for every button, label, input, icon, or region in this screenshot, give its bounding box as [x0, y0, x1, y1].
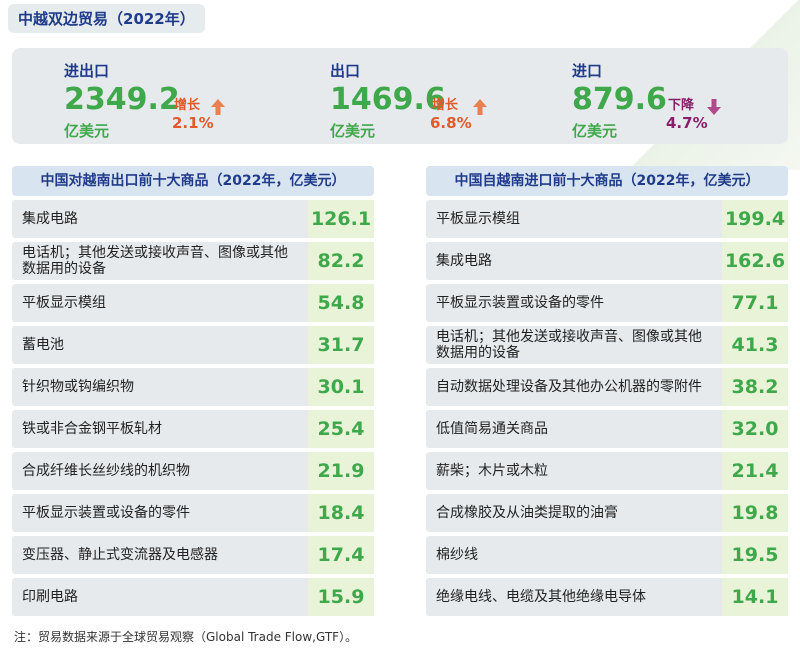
stat-export-label: 出口 [330, 62, 361, 80]
table-row: 印刷电路 15.9 [12, 578, 374, 616]
down-arrow-icon [707, 99, 721, 115]
row-value: 38.2 [722, 368, 788, 406]
stat-export-pct: 6.8% [430, 114, 472, 132]
table-row: 电话机；其他发送或接收声音、图像或其他数据用的设备 82.2 [12, 242, 374, 280]
row-value: 162.6 [722, 242, 788, 280]
row-value: 17.4 [308, 536, 374, 574]
table-row: 低值简易通关商品 32.0 [426, 410, 788, 448]
row-value: 21.4 [722, 452, 788, 490]
row-name: 铁或非合金钢平板轧材 [22, 421, 162, 437]
summary-panel: 进出口 2349.2 亿美元 增长 2.1% 出口 1469.6 亿美元 增长 … [12, 48, 788, 144]
row-value: 199.4 [722, 200, 788, 238]
row-name: 电话机；其他发送或接收声音、图像或其他数据用的设备 [436, 329, 702, 361]
row-value: 15.9 [308, 578, 374, 616]
export-table: 中国对越南出口前十大商品（2022年，亿美元） 集成电路 126.1 电话机；其他… [12, 166, 374, 616]
table-row: 合成橡胶及从油类提取的油膏 19.8 [426, 494, 788, 532]
footnote: 注：贸易数据来源于全球贸易观察（Global Trade Flow,GTF）。 [14, 630, 358, 644]
row-name: 平板显示模组 [22, 295, 106, 311]
row-value: 54.8 [308, 284, 374, 322]
row-name: 平板显示模组 [436, 211, 520, 227]
table-row: 电话机；其他发送或接收声音、图像或其他数据用的设备 41.3 [426, 326, 788, 364]
row-value: 21.9 [308, 452, 374, 490]
row-value: 19.8 [722, 494, 788, 532]
table-row: 变压器、静止式变流器及电感器 17.4 [12, 536, 374, 574]
row-name: 集成电路 [22, 211, 78, 227]
export-table-header: 中国对越南出口前十大商品（2022年，亿美元） [12, 166, 374, 196]
row-value: 30.1 [308, 368, 374, 406]
stat-total-label: 进出口 [64, 62, 110, 80]
page-title: 中越双边贸易（2022年） [8, 4, 205, 33]
row-name: 集成电路 [436, 253, 492, 269]
table-row: 薪柴；木片或木粒 21.4 [426, 452, 788, 490]
table-row: 合成纤维长丝纱线的机织物 21.9 [12, 452, 374, 490]
row-value: 14.1 [722, 578, 788, 616]
table-row: 平板显示装置或设备的零件 77.1 [426, 284, 788, 322]
stat-export-unit: 亿美元 [330, 122, 376, 140]
row-value: 41.3 [722, 326, 788, 364]
row-value: 31.7 [308, 326, 374, 364]
row-name: 平板显示装置或设备的零件 [436, 295, 604, 311]
stat-total-value: 2349.2 [64, 82, 180, 117]
row-name: 薪柴；木片或木粒 [436, 463, 548, 479]
row-name: 变压器、静止式变流器及电感器 [22, 547, 218, 563]
row-name: 蓄电池 [22, 337, 64, 353]
row-name: 电话机；其他发送或接收声音、图像或其他数据用的设备 [22, 245, 288, 277]
stat-export-direction: 增长 [432, 98, 459, 113]
row-name: 合成纤维长丝纱线的机织物 [22, 463, 190, 479]
table-row: 蓄电池 31.7 [12, 326, 374, 364]
table-row: 平板显示装置或设备的零件 18.4 [12, 494, 374, 532]
row-value: 32.0 [722, 410, 788, 448]
stat-import-value: 879.6 [572, 82, 667, 117]
row-value: 126.1 [308, 200, 374, 238]
stat-import-pct: 4.7% [666, 114, 708, 132]
table-row: 铁或非合金钢平板轧材 25.4 [12, 410, 374, 448]
up-arrow-icon [211, 99, 225, 115]
row-name: 棉纱线 [436, 547, 478, 563]
table-row: 自动数据处理设备及其他办公机器的零附件 38.2 [426, 368, 788, 406]
row-name: 自动数据处理设备及其他办公机器的零附件 [436, 379, 702, 395]
table-row: 平板显示模组 199.4 [426, 200, 788, 238]
stat-total-pct: 2.1% [172, 114, 214, 132]
table-row: 棉纱线 19.5 [426, 536, 788, 574]
row-name: 合成橡胶及从油类提取的油膏 [436, 505, 618, 521]
row-name: 平板显示装置或设备的零件 [22, 505, 190, 521]
row-value: 82.2 [308, 242, 374, 280]
table-row: 集成电路 126.1 [12, 200, 374, 238]
table-row: 绝缘电线、电缆及其他绝缘电导体 14.1 [426, 578, 788, 616]
table-row: 平板显示模组 54.8 [12, 284, 374, 322]
row-name: 绝缘电线、电缆及其他绝缘电导体 [436, 589, 646, 605]
row-value: 25.4 [308, 410, 374, 448]
row-value: 19.5 [722, 536, 788, 574]
table-row: 针织物或钩编织物 30.1 [12, 368, 374, 406]
row-value: 77.1 [722, 284, 788, 322]
row-value: 18.4 [308, 494, 374, 532]
import-table-header: 中国自越南进口前十大商品（2022年，亿美元） [426, 166, 788, 196]
row-name: 针织物或钩编织物 [22, 379, 134, 395]
row-name: 印刷电路 [22, 589, 78, 605]
stat-total-direction: 增长 [174, 98, 201, 113]
stat-total-unit: 亿美元 [64, 122, 110, 140]
stat-import-label: 进口 [572, 62, 603, 80]
up-arrow-icon [473, 99, 487, 115]
stat-export-value: 1469.6 [330, 82, 446, 117]
table-row: 集成电路 162.6 [426, 242, 788, 280]
import-table: 中国自越南进口前十大商品（2022年，亿美元） 平板显示模组 199.4 集成电路… [426, 166, 788, 616]
stat-import-direction: 下降 [668, 98, 695, 113]
stat-import-unit: 亿美元 [572, 122, 618, 140]
row-name: 低值简易通关商品 [436, 421, 548, 437]
